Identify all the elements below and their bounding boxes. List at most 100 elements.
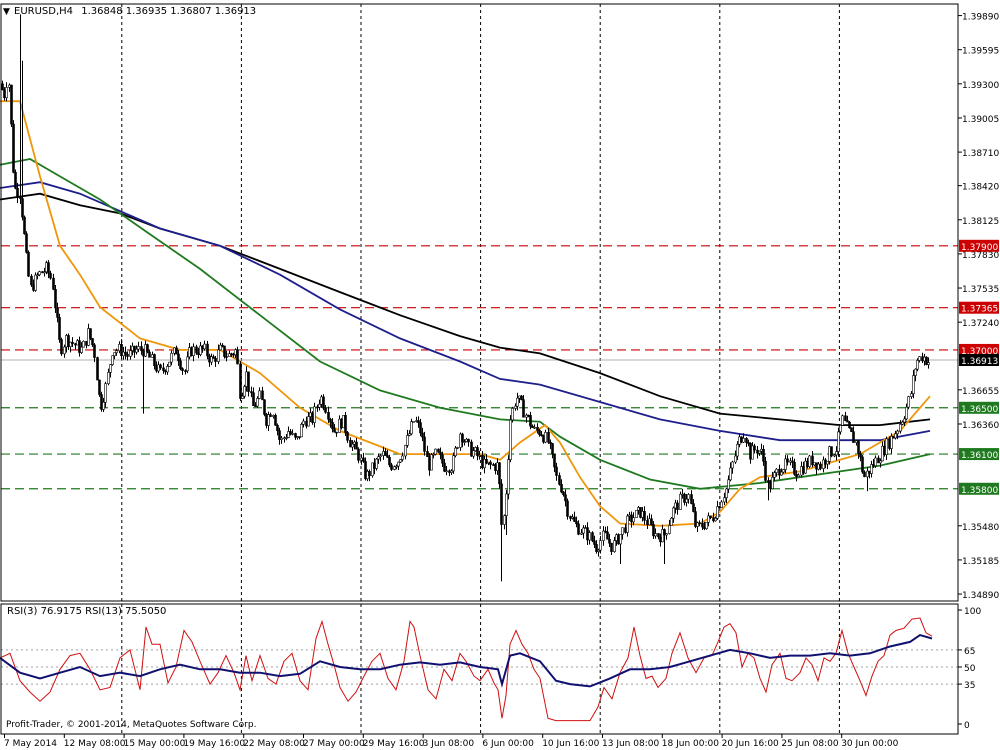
candle-body bbox=[243, 386, 246, 397]
candle-body bbox=[701, 522, 704, 528]
candle-body bbox=[751, 445, 754, 460]
candle-body bbox=[573, 516, 576, 522]
candle-body bbox=[217, 349, 220, 362]
candle-body bbox=[498, 462, 501, 485]
candle-body bbox=[30, 275, 33, 286]
candle-body bbox=[434, 448, 437, 455]
candle-body bbox=[562, 491, 565, 496]
candle-body bbox=[714, 517, 717, 522]
candle-body bbox=[120, 343, 123, 357]
candle-body bbox=[775, 468, 778, 473]
candle-body bbox=[899, 423, 902, 432]
candle-body bbox=[683, 493, 686, 503]
current-price-tag bbox=[959, 354, 999, 367]
candle-body bbox=[597, 549, 600, 552]
candle-body bbox=[786, 458, 789, 463]
candle-body bbox=[12, 123, 15, 173]
candle-body bbox=[456, 447, 459, 449]
candle-body bbox=[780, 471, 783, 476]
level-tag-label: 1.35800 bbox=[961, 486, 998, 496]
candle-body bbox=[98, 379, 101, 395]
candle-body bbox=[177, 353, 180, 362]
candle-body bbox=[709, 515, 712, 518]
candle-body bbox=[736, 444, 739, 457]
candle-body bbox=[327, 412, 330, 420]
candle-body bbox=[452, 455, 455, 472]
candle-body bbox=[454, 447, 457, 457]
candle-body bbox=[126, 353, 129, 357]
candle-body bbox=[687, 494, 690, 500]
candle-body bbox=[5, 87, 8, 99]
candle-body bbox=[564, 494, 567, 502]
candle-body bbox=[21, 198, 24, 218]
candle-body bbox=[643, 511, 646, 521]
candle-body bbox=[874, 457, 877, 467]
time-tick-label: 18 Jun 00:00 bbox=[662, 739, 719, 749]
moving-average-ma-slow bbox=[0, 181, 931, 442]
candle-body bbox=[54, 289, 57, 309]
candle-body bbox=[34, 274, 37, 291]
candle-body bbox=[885, 438, 888, 455]
candle-body bbox=[696, 522, 699, 527]
candle-body bbox=[195, 346, 198, 354]
ohlc-values: 1.36848 1.36935 1.36807 1.36913 bbox=[81, 6, 256, 17]
candle-body bbox=[553, 453, 556, 468]
time-tick-label: 6 Jun 00:00 bbox=[482, 739, 534, 749]
candle-body bbox=[113, 352, 116, 357]
candle-body bbox=[351, 443, 354, 448]
price-tick-label: 1.38125 bbox=[962, 217, 999, 227]
candle-body bbox=[907, 396, 910, 408]
candle-body bbox=[771, 476, 774, 490]
level-tag-label: 1.36100 bbox=[961, 451, 998, 461]
candle-body bbox=[690, 494, 693, 504]
candle-body bbox=[56, 307, 59, 318]
candle-body bbox=[399, 459, 402, 463]
candle-body bbox=[522, 399, 525, 418]
candle-body bbox=[230, 353, 233, 356]
candle-body bbox=[848, 421, 851, 429]
rsi-series-0 bbox=[0, 617, 933, 722]
candle-body bbox=[503, 515, 506, 525]
candle-body bbox=[60, 339, 63, 355]
candle-body bbox=[93, 344, 96, 358]
candle-body bbox=[905, 406, 908, 420]
candle-body bbox=[626, 515, 629, 533]
candle-body bbox=[140, 346, 143, 352]
rsi-tick-label: 0 bbox=[964, 721, 970, 731]
candle-body bbox=[720, 501, 723, 508]
candle-body bbox=[397, 461, 400, 467]
candle-body bbox=[734, 455, 737, 463]
candle-body bbox=[767, 480, 770, 483]
candle-body bbox=[833, 454, 836, 457]
candle-body bbox=[819, 463, 822, 469]
candle-body bbox=[131, 345, 134, 351]
rsi-tick-label: 100 bbox=[964, 607, 981, 617]
candle-body bbox=[14, 172, 17, 189]
candle-body bbox=[804, 460, 807, 474]
candle-body bbox=[758, 450, 761, 454]
candle-body bbox=[408, 433, 411, 436]
candle-body bbox=[115, 350, 118, 353]
candle-body bbox=[507, 459, 510, 495]
candle-body bbox=[276, 425, 279, 431]
candle-body bbox=[514, 405, 517, 409]
candle-body bbox=[610, 542, 613, 552]
candle-body bbox=[16, 187, 19, 198]
candle-body bbox=[111, 355, 114, 365]
candle-body bbox=[839, 425, 842, 433]
price-tick-label: 1.34890 bbox=[962, 591, 999, 601]
price-tick-label: 1.36655 bbox=[962, 387, 999, 397]
candle-body bbox=[82, 340, 85, 348]
candle-body bbox=[533, 426, 536, 429]
price-tick-label: 1.38420 bbox=[962, 183, 999, 193]
candle-body bbox=[96, 357, 99, 381]
chart-menu-arrow-icon[interactable]: ▼ bbox=[3, 7, 10, 17]
candle-body bbox=[47, 262, 50, 274]
candle-body bbox=[859, 453, 862, 458]
candle-body bbox=[395, 465, 398, 468]
candle-body bbox=[287, 431, 290, 438]
candle-body bbox=[516, 397, 519, 407]
candle-body bbox=[184, 370, 187, 372]
candle-body bbox=[267, 414, 270, 426]
